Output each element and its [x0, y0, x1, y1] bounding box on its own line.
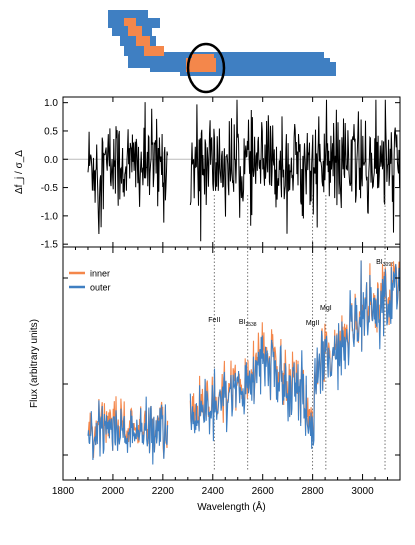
x-tick-label: 2200 [152, 486, 175, 497]
region-map-inner-pixel [128, 26, 142, 36]
line-marker-subscript: 2538 [245, 322, 256, 328]
legend-label: inner [90, 269, 110, 279]
legend-label: outer [90, 283, 111, 293]
region-map-inner-pixel [192, 54, 214, 60]
region-map-outer-pixel [180, 62, 336, 76]
x-axis-label: Wavelength (Å) [197, 500, 266, 513]
residual-y-tick-label: -0.5 [41, 183, 59, 194]
x-tick-label: 2600 [252, 486, 275, 497]
line-marker-label: MgI [320, 305, 332, 312]
residual-panel: 1.0 0.5 0.0 -0.5 -1.0 -1.5 Δf_j / σ_Δ [14, 96, 401, 251]
line-marker-subscript: 3096 [383, 262, 394, 268]
outer-series-line [87, 260, 401, 465]
spectrum-panel-frame [62, 246, 401, 481]
line-marker-label: BI2538 [239, 319, 257, 328]
residual-y-tick-label: -1.0 [41, 211, 59, 222]
region-map-outer-pixel [124, 46, 160, 56]
residual-y-axis-label: Δf_j / σ_Δ [14, 150, 25, 194]
legend: inner outer [69, 269, 111, 293]
x-tick-label: 2000 [102, 486, 125, 497]
x-tick-label: 3000 [351, 486, 374, 497]
residual-y-tick-label: 0.0 [44, 155, 58, 166]
x-tick-label: 2400 [202, 486, 225, 497]
region-map [108, 10, 336, 94]
region-map-inner-pixel [186, 58, 216, 72]
inner-series-line [87, 260, 401, 458]
region-map-inner-pixel [124, 18, 136, 26]
line-marker-label: FeII [208, 317, 220, 324]
region-map-inner-pixel [136, 36, 150, 46]
x-tick-label: 2800 [302, 486, 325, 497]
residual-y-tick-label: 0.5 [44, 126, 58, 137]
region-map-circle-marker [186, 42, 226, 94]
residual-y-tick-label: -1.5 [41, 240, 59, 251]
line-marker-label: BI3096 [376, 259, 394, 268]
spectrum-y-axis-label: Flux (arbitrary units) [29, 319, 40, 408]
x-tick-label: 1800 [52, 486, 75, 497]
residual-y-tick-label: 1.0 [44, 98, 58, 109]
spectrum-panel: FeII BI2538 MgII MgI BI3096 1800 2000 2200 2400… [29, 195, 401, 513]
residual-series-line [87, 99, 401, 242]
region-map-inner-pixel [144, 46, 164, 56]
line-marker-label: MgII [306, 320, 320, 327]
